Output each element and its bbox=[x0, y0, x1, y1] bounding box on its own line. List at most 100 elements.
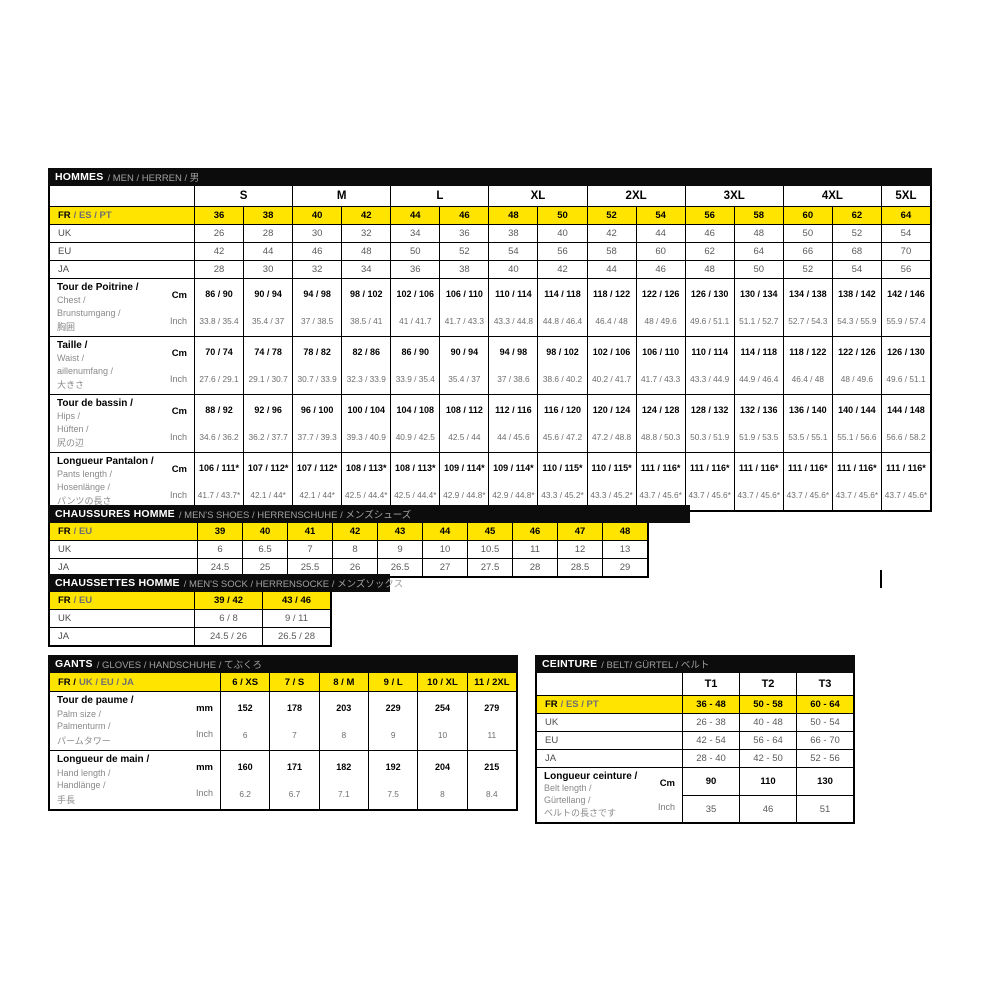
measure-cell: 111 / 116* 43.7 / 45.6* bbox=[831, 453, 881, 510]
row-label-main: FR bbox=[58, 526, 71, 537]
imperial-value: 46.4 / 48 bbox=[791, 373, 824, 384]
value-cell: 13 bbox=[602, 541, 647, 558]
row-label: FR / ES / PT bbox=[50, 207, 194, 224]
metric-value: 70 / 74 bbox=[205, 347, 233, 358]
hommes-section-bar: HOMMES / MEN / HERREN / 男 bbox=[48, 168, 932, 186]
measure-subtitle: 手長 bbox=[57, 794, 76, 805]
size-group-header: 5XL bbox=[880, 186, 930, 206]
value-cell: 52 bbox=[831, 225, 881, 242]
metric-value: 106 / 110 bbox=[445, 289, 483, 300]
measure-cell: 98 / 102 38.6 / 40.2 bbox=[537, 337, 586, 394]
imperial-value: 8.4 bbox=[486, 788, 498, 799]
metric-value: 192 bbox=[385, 761, 401, 772]
value-cell: 56 bbox=[537, 243, 586, 260]
size-group-header: XL bbox=[488, 186, 586, 206]
imperial-value: 8 bbox=[440, 788, 445, 799]
imperial-value: 43.7 / 45.6* bbox=[786, 489, 830, 500]
measure-subtitle: Brunstumgang / bbox=[57, 307, 121, 318]
value-cell: 10.5 bbox=[467, 541, 512, 558]
value-cell: 27.5 bbox=[467, 559, 512, 576]
imperial-value: 55.1 / 56.6 bbox=[837, 431, 877, 442]
belt-section: CEINTURE / BELT/ GÜRTEL / ベルト T1 T2 T3 FR / … bbox=[535, 655, 855, 824]
imperial-value: 50.3 / 51.9 bbox=[690, 431, 730, 442]
row-label: EU bbox=[545, 735, 559, 746]
metric-value: 94 / 98 bbox=[499, 347, 528, 358]
row-label: FR / ES / PT bbox=[537, 696, 682, 713]
belt-size-header: T2 bbox=[739, 673, 796, 695]
metric-value-cell: 90 bbox=[682, 768, 739, 795]
metric-value: 204 bbox=[434, 761, 450, 772]
value-cell: 8 / M bbox=[318, 673, 368, 691]
value-cell: 54 bbox=[488, 243, 537, 260]
value-cell: 56 bbox=[880, 261, 930, 278]
value-cell: 42 bbox=[586, 225, 636, 242]
table-row: FR / EU 39 40 41 42 43 44 45 46 47 48 bbox=[50, 523, 647, 540]
metric-value: 107 / 112* bbox=[296, 463, 338, 474]
measure-subtitle: Waist / bbox=[57, 353, 85, 364]
table-row: JA 28 30 32 34 36 38 40 42 44 46 48 50 52 54 56 bbox=[50, 260, 930, 278]
measure-units: mm Inch bbox=[196, 754, 213, 806]
size-group-header: 3XL bbox=[684, 186, 783, 206]
measure-subtitle: 尻の辺 bbox=[57, 437, 85, 448]
value-cell: 42 - 54 bbox=[682, 732, 739, 749]
measure-label: Tour de bassin / Hips / Hüften / 尻の辺 Cm Inch bbox=[50, 395, 194, 452]
value-cell: 30 bbox=[292, 225, 341, 242]
metric-value: 110 / 115* bbox=[542, 463, 583, 474]
measure-cell: 114 / 118 44.9 / 46.4 bbox=[733, 337, 783, 394]
metric-value: 178 bbox=[286, 702, 302, 713]
metric-value: 134 / 138 bbox=[789, 289, 827, 300]
socks-section-subtitle: / MEN'S SOCK / HERRENSOCKE / メンズソックス bbox=[183, 579, 404, 590]
shoes-section-title: CHAUSSURES HOMME bbox=[55, 508, 175, 520]
measure-cell: 111 / 116* 43.7 / 45.6* bbox=[733, 453, 783, 510]
metric-value: 254 bbox=[434, 702, 450, 713]
metric-value: 126 / 130 bbox=[887, 347, 925, 358]
measure-cell: 126 / 130 49.6 / 51.1 bbox=[880, 337, 930, 394]
imperial-value: 9 bbox=[390, 729, 396, 740]
value-cell: 62 bbox=[684, 243, 734, 260]
measure-units: Cm Inch bbox=[170, 340, 187, 391]
belt-length-block: Longueur ceinture / Belt length / Gürtella… bbox=[537, 767, 853, 822]
metric-value: 111 / 116* bbox=[788, 463, 828, 474]
value-cell: 29 bbox=[602, 559, 647, 576]
metric-value: 144 / 148 bbox=[887, 405, 925, 416]
measure-label-lines: Longueur de main / Hand length / Handlänge… bbox=[57, 754, 149, 806]
value-cell: 27 bbox=[422, 559, 467, 576]
measure-cell: 192 7.5 bbox=[367, 751, 417, 809]
measure-cell: 136 / 140 53.5 / 55.1 bbox=[782, 395, 832, 452]
measure-cell: 203 8 bbox=[318, 692, 368, 750]
measure-cell: 107 / 112* 42.1 / 44* bbox=[243, 453, 292, 510]
imperial-value: 33.8 / 35.4 bbox=[199, 315, 239, 326]
measure-label-lines: Longueur Pantalon / Pants length / Hosenlä… bbox=[57, 456, 154, 507]
value-cell: 39 / 42 bbox=[194, 592, 262, 609]
metric-value: 96 / 100 bbox=[300, 405, 334, 416]
shoes-section: CHAUSSURES HOMME / MEN'S SHOES / HERRENS… bbox=[48, 505, 690, 578]
value-cell: 40 bbox=[488, 261, 537, 278]
metric-value: 130 / 134 bbox=[739, 289, 778, 300]
table-row: EU 42 - 54 56 - 64 66 - 70 bbox=[537, 731, 853, 749]
measure-cell: 110 / 114 43.3 / 44.8 bbox=[488, 279, 537, 336]
metric-value: 108 / 113* bbox=[345, 463, 387, 474]
imperial-value: 51.1 / 52.7 bbox=[739, 315, 779, 326]
measure-label: Tour de Poitrine / Chest / Brunstumgang / 胸… bbox=[50, 279, 194, 336]
row-label-main: FR bbox=[545, 699, 558, 710]
row-label-rest: / EU bbox=[73, 595, 93, 606]
imperial-value: 53.5 / 55.1 bbox=[788, 431, 828, 442]
imperial-value: 48 / 49.6 bbox=[840, 373, 874, 384]
corner-cell bbox=[537, 673, 682, 695]
imperial-value: 43.3 / 44.8 bbox=[493, 315, 534, 326]
imperial-value: 41.7 / 43.3 bbox=[641, 373, 681, 384]
measure-row: Longueur Pantalon / Pants length / Hosenlä… bbox=[50, 452, 930, 510]
imperial-value: 40.2 / 41.7 bbox=[591, 373, 632, 384]
measure-cell: 178 7 bbox=[269, 692, 318, 750]
value-cell: 25 bbox=[242, 559, 287, 576]
measure-label-lines: Tour de bassin / Hips / Hüften / 尻の辺 bbox=[57, 398, 133, 449]
imperial-value: 29.1 / 30.7 bbox=[248, 373, 288, 384]
imperial-value: 42.5 / 44 bbox=[448, 431, 481, 442]
value-cell: 6.5 bbox=[242, 541, 287, 558]
unit-label-bottom: Inch bbox=[169, 373, 187, 384]
row-label-main: FR / bbox=[58, 676, 76, 688]
value-cell: 66 bbox=[782, 243, 832, 260]
gloves-section-bar: GANTS / GLOVES / HANDSCHUHE / てぶくろ bbox=[48, 655, 518, 673]
